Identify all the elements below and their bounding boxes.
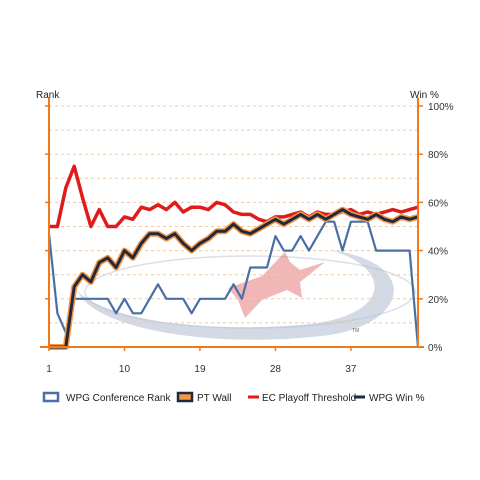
x-tick-label: 10 <box>119 364 131 375</box>
x-tick-label: 1 <box>46 364 52 375</box>
logo-plane-shape <box>228 252 325 318</box>
x-tick-label: 37 <box>345 364 357 375</box>
logo-ring-shape <box>84 255 416 329</box>
series-line-ec-playoff-threshold <box>49 164 419 229</box>
right-tick-label: 100% <box>428 102 454 113</box>
series-layer <box>47 164 420 350</box>
series-line-wpg-win-pct <box>49 208 419 349</box>
left-axis-title: Rank <box>36 90 60 101</box>
right-axis-title: Win % <box>410 90 439 101</box>
jets-logo-watermark: TM <box>78 250 416 340</box>
right-tick-label: 0% <box>428 343 443 354</box>
x-tick-label: 28 <box>270 364 282 375</box>
right-tick-label: 40% <box>428 247 448 258</box>
legend-swatch <box>176 391 194 403</box>
legend-label: WPG Conference Rank <box>66 393 171 404</box>
x-tick-label: 19 <box>194 364 206 375</box>
series-line-wpg-conference-rank <box>47 220 420 348</box>
legend: WPG Conference Rank PT Wall EC Playoff Thr… <box>42 391 425 404</box>
legend-label: PT Wall <box>197 393 231 404</box>
legend-label: EC Playoff Threshold <box>262 393 356 404</box>
logo-trademark-text: TM <box>352 328 359 334</box>
right-tick-label: 20% <box>428 295 448 306</box>
logo-swoosh-shape <box>78 250 394 340</box>
right-tick-label: 60% <box>428 198 448 209</box>
legend-label: WPG Win % <box>369 393 425 404</box>
series-line-pt-wall <box>49 206 419 350</box>
axes: Rank Win %100% 80% 60% 40% 20% 0% 1 10 19 28 37 <box>36 90 454 375</box>
legend-swatch <box>42 391 60 403</box>
right-tick-label: 80% <box>428 150 448 161</box>
